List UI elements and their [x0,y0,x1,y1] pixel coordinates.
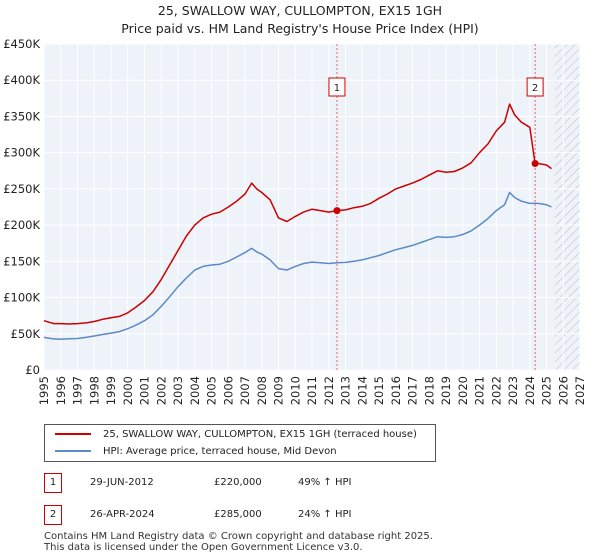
x-tick-label: 2001 [138,376,152,405]
chart-subtitle: Price paid vs. HM Land Registry's House … [121,21,479,36]
sale-date: 29-JUN-2012 [90,477,154,488]
x-tick-label: 2002 [154,376,168,405]
series-line-property [43,103,552,325]
chart-title: 25, SWALLOW WAY, CULLOMPTON, EX15 1GH [157,3,443,18]
chart-title-block: 25, SWALLOW WAY, CULLOMPTON, EX15 1GH Pr… [0,2,600,38]
x-axis-ticks: 1995 1996 1997 1998 1999 2000 2001 2002 2003 2004… [37,376,587,405]
x-tick-label: 2019 [439,376,453,405]
sale-date: 26-APR-2024 [90,509,155,520]
x-tick-label: 2005 [205,376,219,405]
sale-box-2 [526,77,544,97]
footer-line-copyright: Contains HM Land Registry data © Crown c… [44,531,433,542]
x-tick-label: 2011 [305,376,319,405]
x-tick-label: 1997 [71,376,85,405]
y-tick-label: £250K [3,182,40,196]
grid-lines [43,43,581,371]
series-line-hpi [43,191,552,340]
x-tick-label: 2007 [238,376,252,405]
x-tick-label: 2026 [556,376,570,405]
x-tick-label: 1996 [54,376,68,405]
x-tick-label: 2014 [355,376,369,405]
forecast-hatch-region [554,44,580,370]
y-tick-label: £100K [3,291,40,305]
x-tick-label: 2024 [523,376,537,405]
y-axis-ticks: £0 £50K £100K £150K £200K £250K £300K £350K £400… [3,37,40,377]
x-tick-label: 2027 [573,376,587,405]
y-tick-label: £200K [3,218,40,232]
x-tick-label: 2016 [389,376,403,405]
y-tick-label: £450K [3,37,40,51]
series-group [43,103,552,340]
sale-point-2 [531,160,539,168]
sale-box-label-2: 2 [532,83,538,94]
x-tick-label: 2010 [288,376,302,405]
x-tick-label: 2018 [422,376,436,405]
legend-item-hpi: HPI: Average price, terraced house, Mid … [55,444,337,460]
x-tick-label: 2008 [255,376,269,405]
x-tick-label: 2003 [171,376,185,405]
y-tick-label: £0 [25,363,40,377]
y-tick-label: £400K [3,73,40,87]
x-tick-label: 2006 [221,376,235,405]
footer-line-licence: This data is licensed under the Open Gov… [44,542,363,553]
x-tick-label: 2000 [121,376,135,405]
legend-swatch-hpi [55,450,91,452]
x-tick-label: 2021 [473,376,487,405]
legend-label-hpi: HPI: Average price, terraced house, Mid … [103,446,337,457]
sale-hpi-change: 24% ↑ HPI [298,509,352,520]
legend-swatch-property [55,433,91,435]
sale-number-badge: 1 [44,473,62,493]
sale-box-label-1: 1 [334,83,340,94]
x-tick-label: 2022 [489,376,503,405]
x-tick-label: 2017 [406,376,420,405]
sale-price: £220,000 [214,477,262,488]
sale-box-1 [328,77,346,97]
sale-number-badge: 2 [44,505,62,525]
sale-hpi-change: 49% ↑ HPI [298,477,352,488]
x-tick-label: 2013 [339,376,353,405]
x-tick-label: 2020 [456,376,470,405]
legend: 25, SWALLOW WAY, CULLOMPTON, EX15 1GH (t… [44,424,436,462]
footer-attribution: Contains HM Land Registry data © Crown c… [44,531,433,553]
x-tick-label: 2004 [188,376,202,405]
x-tick-label: 1999 [104,376,118,405]
x-tick-label: 1998 [87,376,101,405]
y-tick-label: £300K [3,146,40,160]
legend-item-property: 25, SWALLOW WAY, CULLOMPTON, EX15 1GH (t… [55,427,417,443]
x-tick-label: 2023 [506,376,520,405]
y-tick-label: £350K [3,109,40,123]
sale-point-1 [333,207,341,215]
y-tick-label: £50K [11,327,41,341]
x-tick-label: 2025 [540,376,554,405]
y-tick-label: £150K [3,254,40,268]
x-tick-label: 2009 [272,376,286,405]
x-tick-label: 1995 [37,376,51,405]
legend-label-property: 25, SWALLOW WAY, CULLOMPTON, EX15 1GH (t… [103,429,417,440]
x-tick-label: 2015 [372,376,386,405]
x-tick-label: 2012 [322,376,336,405]
sale-price: £285,000 [214,509,262,520]
